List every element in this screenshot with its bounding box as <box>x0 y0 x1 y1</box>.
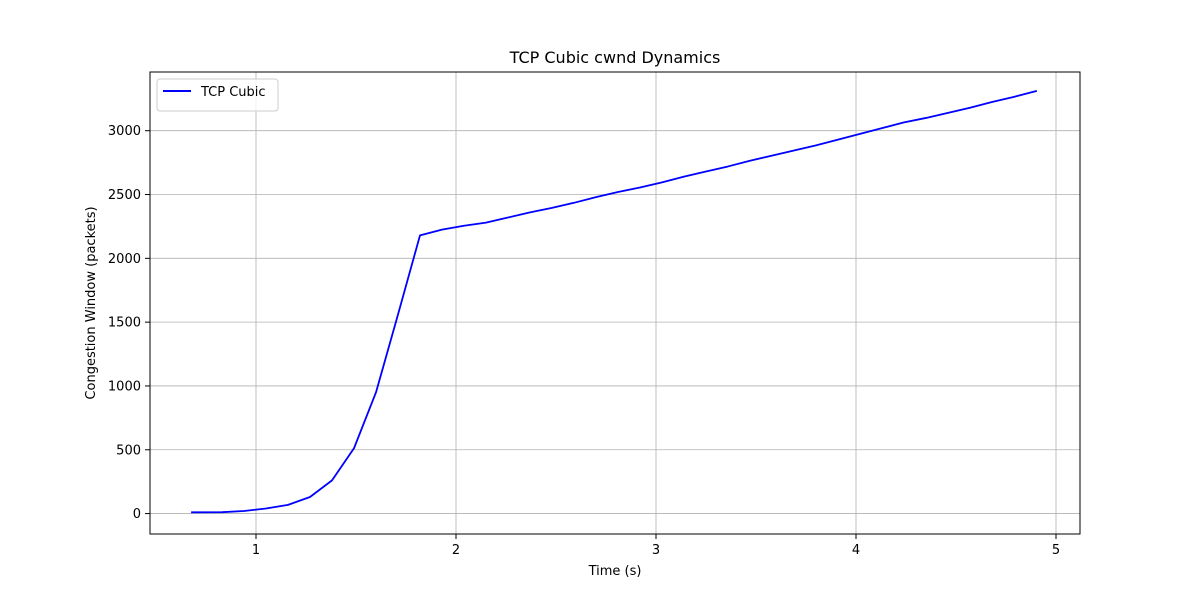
series-layer <box>191 90 1038 514</box>
legend: TCP Cubic <box>156 78 279 112</box>
legend-box <box>156 78 279 112</box>
x-axis-label: Time (s) <box>588 564 642 579</box>
chart-title: TCP Cubic cwnd Dynamics <box>509 48 721 67</box>
x-tick-label: 4 <box>852 543 860 558</box>
y-tick-label: 2000 <box>108 252 141 267</box>
x-tick-label: 1 <box>252 543 260 558</box>
plot-frame <box>149 71 1081 535</box>
grid <box>150 72 1080 534</box>
y-tick-label: 3000 <box>108 124 141 139</box>
series-line-0 <box>191 90 1038 514</box>
legend-label: TCP Cubic <box>200 85 266 100</box>
x-tick-label: 2 <box>452 543 460 558</box>
y-tick-label: 2500 <box>108 188 141 203</box>
y-tick-label: 1500 <box>108 316 141 331</box>
ticks: 1 2 3 4 5 0 500 1000 1500 2000 2500 3000 <box>108 124 1060 558</box>
y-tick-label: 1000 <box>108 379 141 394</box>
y-axis-label: Congestion Window (packets) <box>84 206 99 399</box>
y-tick-label: 0 <box>133 507 141 522</box>
x-tick-label: 3 <box>652 543 660 558</box>
x-tick-label: 5 <box>1052 543 1060 558</box>
y-tick-label: 500 <box>116 443 141 458</box>
